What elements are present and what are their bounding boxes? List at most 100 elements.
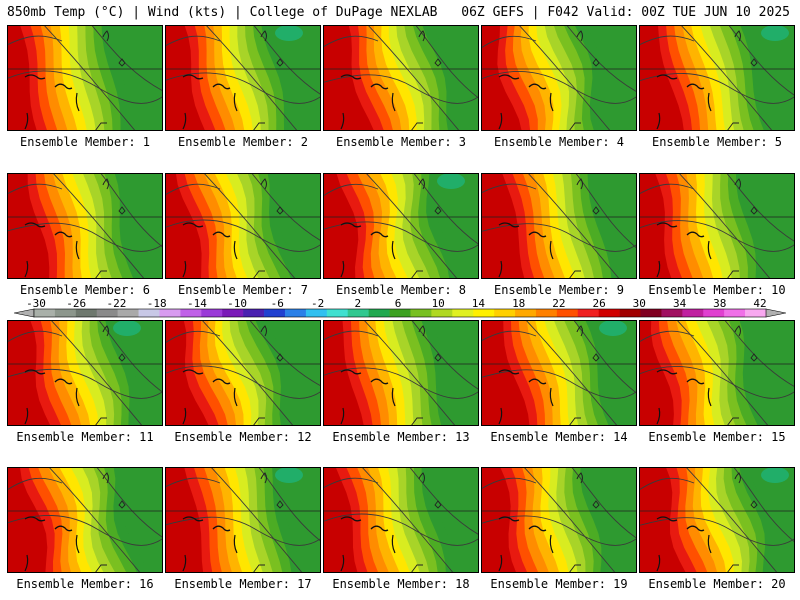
colorbar-tick-label: 10 bbox=[432, 297, 445, 310]
ensemble-panel: Ensemble Member: 16 bbox=[7, 467, 163, 593]
colorbar-tick-label: -2 bbox=[311, 297, 324, 310]
colorbar-segment bbox=[410, 309, 432, 317]
colorbar-tick-label: 18 bbox=[512, 297, 525, 310]
ensemble-panel: Ensemble Member: 13 bbox=[323, 320, 479, 446]
ensemble-panel: Ensemble Member: 19 bbox=[481, 467, 637, 593]
colorbar-tick-label: 26 bbox=[592, 297, 605, 310]
ensemble-panel: Ensemble Member: 10 bbox=[639, 173, 795, 299]
panel-label: Ensemble Member: 8 bbox=[335, 283, 467, 297]
colorbar-tick-label: 38 bbox=[713, 297, 726, 310]
temperature-map bbox=[165, 467, 321, 573]
temperature-map bbox=[323, 25, 479, 131]
colorbar-right-arrow bbox=[765, 308, 786, 318]
temperature-map bbox=[165, 25, 321, 131]
colorbar-tick-label: -14 bbox=[187, 297, 207, 310]
panel-label: Ensemble Member: 7 bbox=[177, 283, 309, 297]
colorbar-segment bbox=[724, 309, 746, 317]
temperature-map bbox=[165, 320, 321, 426]
colorbar-segment bbox=[326, 309, 349, 317]
ensemble-panel: Ensemble Member: 12 bbox=[165, 320, 321, 446]
ensemble-panel: Ensemble Member: 9 bbox=[481, 173, 637, 299]
colorbar-segment bbox=[117, 309, 139, 317]
colorbar-tick-label: 34 bbox=[673, 297, 687, 310]
colorbar-segment bbox=[389, 309, 411, 317]
ensemble-panel: Ensemble Member: 14 bbox=[481, 320, 637, 446]
colorbar-segment bbox=[661, 309, 683, 317]
colorbar-tick-label: 30 bbox=[633, 297, 646, 310]
colorbar-segment bbox=[535, 309, 558, 317]
ensemble-panel: Ensemble Member: 17 bbox=[165, 467, 321, 593]
panel-label: Ensemble Member: 5 bbox=[651, 135, 783, 149]
colorbar-tick-label: -18 bbox=[147, 297, 167, 310]
colorbar-segment bbox=[243, 309, 265, 317]
ensemble-panel: Ensemble Member: 4 bbox=[481, 25, 637, 151]
colorbar-tick-label: 42 bbox=[753, 297, 766, 310]
ensemble-panel: Ensemble Member: 8 bbox=[323, 173, 479, 299]
colorbar-segment bbox=[305, 309, 328, 317]
ensemble-panel: Ensemble Member: 7 bbox=[165, 173, 321, 299]
ensemble-panel: Ensemble Member: 15 bbox=[639, 320, 795, 446]
panel-label: Ensemble Member: 19 bbox=[490, 577, 628, 591]
colorbar-segment bbox=[619, 309, 641, 317]
colorbar-segment bbox=[473, 309, 495, 317]
colorbar-segment bbox=[577, 309, 599, 317]
panel-label: Ensemble Member: 9 bbox=[493, 283, 625, 297]
colorbar-tick-label: -30 bbox=[26, 297, 46, 310]
panel-label: Ensemble Member: 20 bbox=[648, 577, 786, 591]
panel-label: Ensemble Member: 2 bbox=[177, 135, 309, 149]
colorbar-segment bbox=[138, 309, 160, 317]
panel-label: Ensemble Member: 6 bbox=[19, 283, 151, 297]
colorbar-segment bbox=[598, 309, 620, 317]
panel-label: Ensemble Member: 13 bbox=[332, 430, 470, 444]
colorbar-segment bbox=[494, 309, 516, 317]
colorbar-tick-label: 14 bbox=[472, 297, 486, 310]
colorbar-segment bbox=[284, 309, 307, 317]
colorbar-segment bbox=[96, 309, 118, 317]
temperature-map bbox=[165, 173, 321, 279]
colorbar-segment bbox=[515, 309, 537, 317]
colorbar-tick-label: 22 bbox=[552, 297, 565, 310]
temperature-map bbox=[7, 320, 163, 426]
temperature-map bbox=[639, 25, 795, 131]
colorbar-segment bbox=[682, 309, 704, 317]
temperature-map bbox=[639, 467, 795, 573]
colorbar-segment bbox=[452, 309, 474, 317]
ensemble-panel: Ensemble Member: 6 bbox=[7, 173, 163, 299]
colorbar-segment bbox=[640, 309, 662, 317]
colorbar-segment bbox=[703, 309, 725, 317]
temperature-map bbox=[7, 467, 163, 573]
ensemble-panel: Ensemble Member: 20 bbox=[639, 467, 795, 593]
colorbar-segment bbox=[54, 309, 77, 317]
temperature-map bbox=[639, 320, 795, 426]
panel-label: Ensemble Member: 10 bbox=[648, 283, 786, 297]
temperature-map bbox=[7, 173, 163, 279]
colorbar-segment bbox=[34, 309, 56, 317]
panel-label: Ensemble Member: 1 bbox=[19, 135, 151, 149]
colorbar-segment bbox=[201, 309, 223, 317]
panel-label: Ensemble Member: 15 bbox=[648, 430, 786, 444]
colorbar-tick-label: -6 bbox=[271, 297, 284, 310]
colorbar-tick-label: 2 bbox=[354, 297, 361, 310]
colorbar-segment bbox=[431, 309, 453, 317]
colorbar-tick-label: -26 bbox=[66, 297, 86, 310]
colorbar-segment bbox=[347, 309, 369, 317]
ensemble-panel: Ensemble Member: 1 bbox=[7, 25, 163, 151]
colorbar-segment bbox=[745, 309, 767, 317]
panel-label: Ensemble Member: 16 bbox=[16, 577, 154, 591]
colorbar-segment bbox=[556, 309, 579, 317]
panel-label: Ensemble Member: 4 bbox=[493, 135, 625, 149]
colorbar-segment bbox=[75, 309, 98, 317]
panel-label: Ensemble Member: 18 bbox=[332, 577, 470, 591]
chart-title: 850mb Temp (°C) | Wind (kts) | College o… bbox=[7, 5, 438, 20]
temperature-map bbox=[323, 173, 479, 279]
colorbar-tick-label: -10 bbox=[227, 297, 247, 310]
temperature-map bbox=[639, 173, 795, 279]
temperature-map bbox=[481, 320, 637, 426]
temperature-map bbox=[481, 467, 637, 573]
temperature-colorbar: -30 -26 -22 -18 -14 -10 -6 -2 2 6 10 14 18 22 26 30 34 38… bbox=[14, 297, 786, 318]
ensemble-panel: Ensemble Member: 3 bbox=[323, 25, 479, 151]
temperature-map bbox=[481, 173, 637, 279]
colorbar-segment bbox=[264, 309, 286, 317]
colorbar-segment bbox=[368, 309, 390, 317]
colorbar-segment bbox=[222, 309, 244, 317]
